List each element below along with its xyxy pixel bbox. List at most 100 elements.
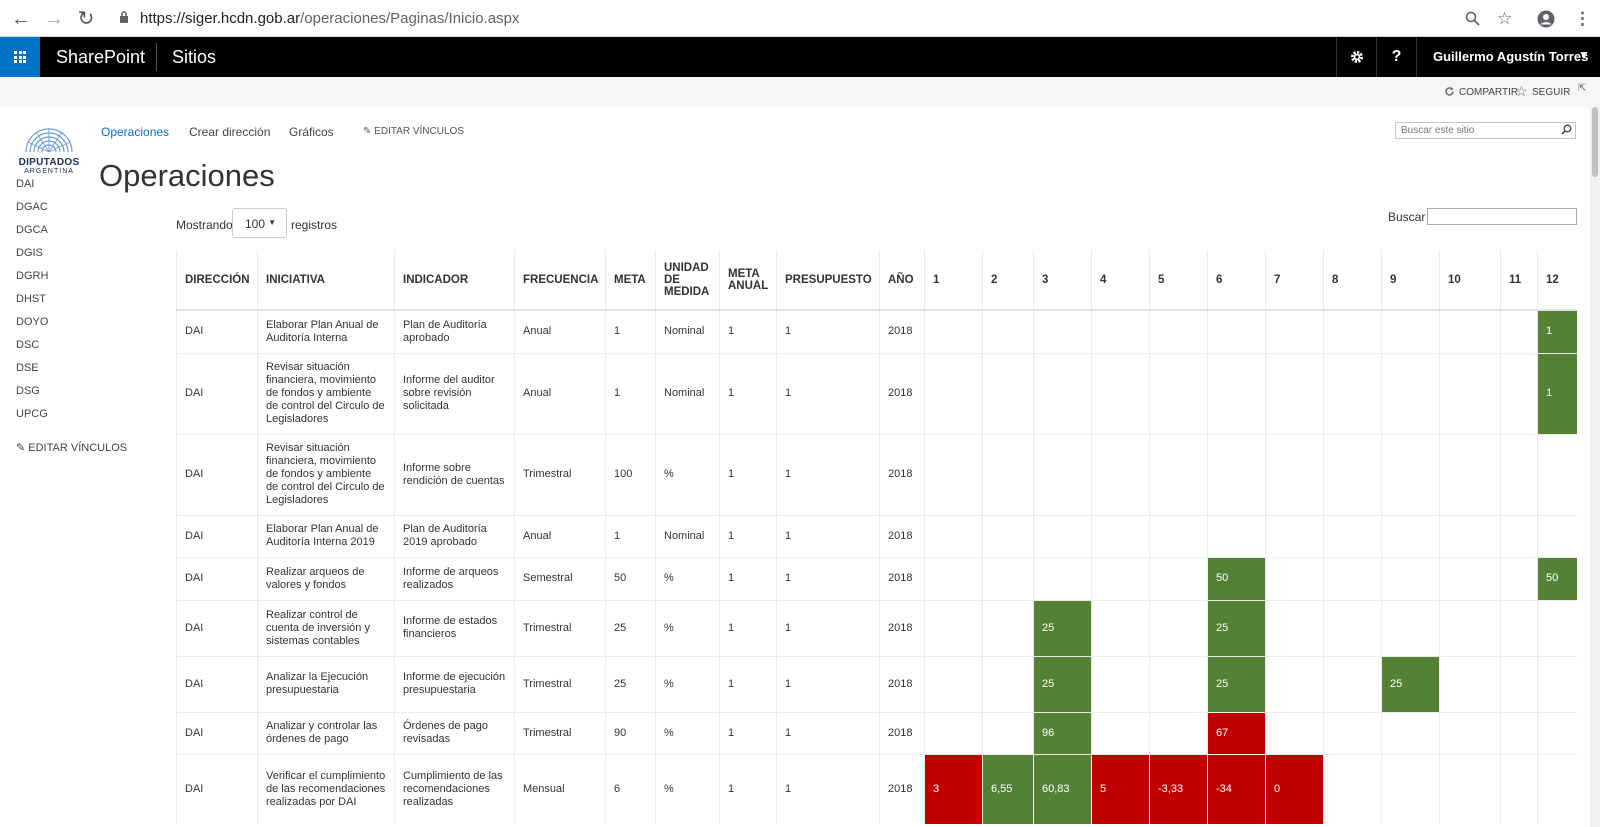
page-scrollbar[interactable] (1590, 107, 1600, 827)
leftnav-edit-links[interactable]: ✎ EDITAR VÍNCULOS (16, 440, 127, 463)
back-arrow-icon[interactable]: ← (11, 8, 31, 30)
settings-button[interactable] (1336, 37, 1376, 77)
table-cell (1323, 433, 1382, 515)
zoom-icon[interactable] (1465, 11, 1480, 26)
column-header[interactable]: 6 (1207, 250, 1266, 311)
column-header[interactable]: 9 (1381, 250, 1440, 311)
column-header[interactable]: 5 (1149, 250, 1208, 311)
column-header[interactable]: 10 (1439, 250, 1501, 311)
table-cell: Plan de Auditoría 2019 aprobado (394, 514, 515, 557)
table-cell: DAI (176, 599, 258, 656)
table-cell: % (655, 433, 720, 515)
table-cell (1537, 514, 1577, 557)
column-header[interactable]: 2 (982, 250, 1034, 311)
chevron-down-icon[interactable]: ▼ (1578, 48, 1590, 62)
table-cell (1207, 352, 1266, 434)
focus-content-icon[interactable]: ⇱ (1578, 83, 1587, 94)
browser-menu-icon[interactable]: ⋮ (1574, 9, 1591, 28)
topnav-crear-direccion[interactable]: Crear dirección (189, 125, 271, 139)
table-cell: 1 (605, 352, 656, 434)
bookmark-star-icon[interactable]: ☆ (1497, 9, 1513, 28)
table-cell (1381, 352, 1440, 434)
leftnav-item-dgrh[interactable]: DGRH (16, 270, 49, 282)
table-cell: Mensual (514, 753, 606, 824)
table-cell: % (655, 711, 720, 754)
table-cell (1149, 433, 1208, 515)
table-cell: 90 (605, 711, 656, 754)
reload-icon[interactable]: ↻ (77, 8, 95, 30)
user-menu[interactable] (1416, 37, 1600, 77)
table-cell: 50 (1537, 556, 1577, 600)
congress-dome-logo-icon (25, 128, 73, 153)
column-header[interactable]: INDICADOR (394, 250, 515, 311)
table-cell (1537, 655, 1577, 712)
column-header[interactable]: PRESUPUESTO (776, 250, 880, 311)
user-name[interactable]: Guillermo Agustín Torres (1433, 49, 1589, 64)
table-cell: Trimestral (514, 433, 606, 515)
table-cell: 2018 (879, 352, 925, 434)
leftnav-item-dgac[interactable]: DGAC (16, 201, 48, 213)
leftnav-item-dse[interactable]: DSE (16, 362, 39, 374)
leftnav-item-dsg[interactable]: DSG (16, 385, 40, 397)
leftnav-item-dhst[interactable]: DHST (16, 293, 46, 305)
forward-arrow-icon[interactable]: → (44, 8, 64, 30)
topnav-edit-links[interactable]: ✎ EDITAR VÍNCULOS (363, 126, 464, 137)
table-cell (1439, 556, 1501, 600)
leftnav-item-dai[interactable]: DAI (16, 178, 35, 190)
table-cell: Informe de estados financieros (394, 599, 515, 656)
column-header[interactable]: FRECUENCIA (514, 250, 606, 311)
column-header[interactable]: AÑO (879, 250, 925, 311)
share-link[interactable]: COMPARTIR (1459, 87, 1519, 98)
table-cell (1149, 655, 1208, 712)
table-cell (1323, 753, 1382, 824)
site-logo[interactable]: DIPUTADOS ARGENTINA (16, 122, 82, 175)
table-cell (1149, 599, 1208, 656)
leftnav-item-upcg[interactable]: UPCG (16, 408, 48, 420)
table-cell (1500, 556, 1538, 600)
column-header[interactable]: DIRECCIÓN (176, 250, 258, 311)
column-header[interactable]: 4 (1091, 250, 1150, 311)
table-row: DAI Elaborar Plan Anual de Auditoría Inte… (176, 514, 1577, 557)
table-cell (1265, 711, 1324, 754)
column-header[interactable]: 11 (1500, 250, 1538, 311)
column-header[interactable]: 1 (924, 250, 983, 311)
table-cell: Analizar la Ejecución presupuestaria (257, 655, 395, 712)
column-header[interactable]: META ANUAL (719, 250, 777, 311)
column-header[interactable]: 12 (1537, 250, 1577, 311)
table-cell (1537, 433, 1577, 515)
leftnav-item-dgis[interactable]: DGIS (16, 247, 43, 259)
table-cell: Trimestral (514, 655, 606, 712)
table-cell (1500, 711, 1538, 754)
table-cell (1265, 514, 1324, 557)
column-header[interactable]: UNIDAD DE MEDIDA (655, 250, 720, 311)
column-header[interactable]: 8 (1323, 250, 1382, 311)
table-cell: Anual (514, 514, 606, 557)
address-bar[interactable]: https://siger.hcdn.gob.ar/operaciones/Pa… (140, 10, 519, 27)
leftnav-item-doyo[interactable]: DOYO (16, 316, 49, 328)
table-search-input[interactable] (1427, 208, 1577, 225)
page-size-select[interactable]: 100 ▼ (232, 208, 287, 238)
sharepoint-brand[interactable]: SharePoint (56, 47, 146, 67)
follow-link[interactable]: SEGUIR (1532, 87, 1571, 98)
column-header[interactable]: 3 (1033, 250, 1092, 311)
search-icon[interactable] (1561, 124, 1572, 135)
site-search-input[interactable]: Buscar este sitio (1395, 122, 1576, 139)
help-button[interactable]: ? (1376, 37, 1416, 77)
column-header[interactable]: META (605, 250, 656, 311)
column-header[interactable]: 7 (1265, 250, 1324, 311)
topnav-operaciones[interactable]: Operaciones (101, 125, 170, 139)
table-cell (1323, 352, 1382, 434)
leftnav-item-dsc[interactable]: DSC (16, 339, 40, 351)
scrollbar-thumb[interactable] (1592, 107, 1598, 177)
column-header[interactable]: INICIATIVA (257, 250, 395, 311)
leftnav-item-dgca[interactable]: DGCA (16, 224, 48, 236)
operations-table: DIRECCIÓN INICIATIVA INDICADOR FRECUENCIA ME… (176, 250, 1577, 824)
table-cell: DAI (176, 309, 258, 353)
sites-link[interactable]: Sitios (172, 47, 217, 67)
table-cell (1500, 514, 1538, 557)
table-cell: 3 (924, 753, 983, 824)
table-cell (1091, 599, 1150, 656)
profile-icon[interactable] (1537, 10, 1555, 28)
topnav-graficos[interactable]: Gráficos (289, 125, 334, 139)
app-launcher-icon[interactable] (0, 37, 40, 77)
